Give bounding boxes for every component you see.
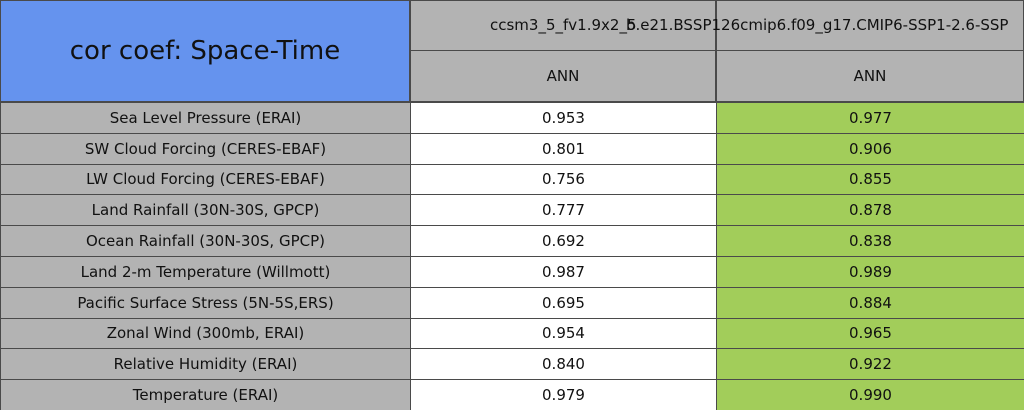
value-cell: 0.965 xyxy=(716,317,1024,350)
value-cell: 0.953 xyxy=(410,102,717,134)
value-cell: 0.989 xyxy=(716,256,1024,288)
value-cell: 0.692 xyxy=(410,225,717,257)
value-cell: 0.922 xyxy=(716,348,1024,381)
header-cell xyxy=(716,0,1024,51)
row-label: SW Cloud Forcing (CERES-EBAF) xyxy=(0,132,411,165)
case-name: ccsm3_5_fv1.9x2_5 xyxy=(490,16,637,34)
value-cell: 0.906 xyxy=(716,132,1024,165)
value-cell: 0.777 xyxy=(410,194,717,227)
case-name: b.e21.BSSP126cmip6.f09_g17.CMIP6-SSP1-2.… xyxy=(626,16,1009,34)
value-cell: 0.954 xyxy=(410,317,717,350)
value-cell: 0.884 xyxy=(716,286,1024,319)
value-cell: 0.977 xyxy=(716,102,1024,134)
table-title: cor coef: Space-Time xyxy=(0,0,410,102)
value-cell: 0.756 xyxy=(410,163,717,196)
row-label: Zonal Wind (300mb, ERAI) xyxy=(0,317,411,350)
value-cell: 0.695 xyxy=(410,286,717,319)
season-header: ANN xyxy=(716,50,1024,102)
header-cell xyxy=(410,0,716,51)
row-label: Relative Humidity (ERAI) xyxy=(0,348,411,381)
row-label: Sea Level Pressure (ERAI) xyxy=(0,102,411,134)
row-label: Pacific Surface Stress (5N-5S,ERS) xyxy=(0,286,411,319)
row-label: Land 2-m Temperature (Willmott) xyxy=(0,256,411,288)
season-header: ANN xyxy=(410,50,716,102)
value-cell: 0.838 xyxy=(716,225,1024,257)
value-cell: 0.801 xyxy=(410,132,717,165)
row-label: LW Cloud Forcing (CERES-EBAF) xyxy=(0,163,411,196)
row-label: Temperature (ERAI) xyxy=(0,379,411,410)
value-cell: 0.987 xyxy=(410,256,717,288)
row-label: Land Rainfall (30N-30S, GPCP) xyxy=(0,194,411,227)
value-cell: 0.878 xyxy=(716,194,1024,227)
value-cell: 0.979 xyxy=(410,379,717,410)
value-cell: 0.840 xyxy=(410,348,717,381)
value-cell: 0.855 xyxy=(716,163,1024,196)
row-label: Ocean Rainfall (30N-30S, GPCP) xyxy=(0,225,411,257)
value-cell: 0.990 xyxy=(716,379,1024,410)
